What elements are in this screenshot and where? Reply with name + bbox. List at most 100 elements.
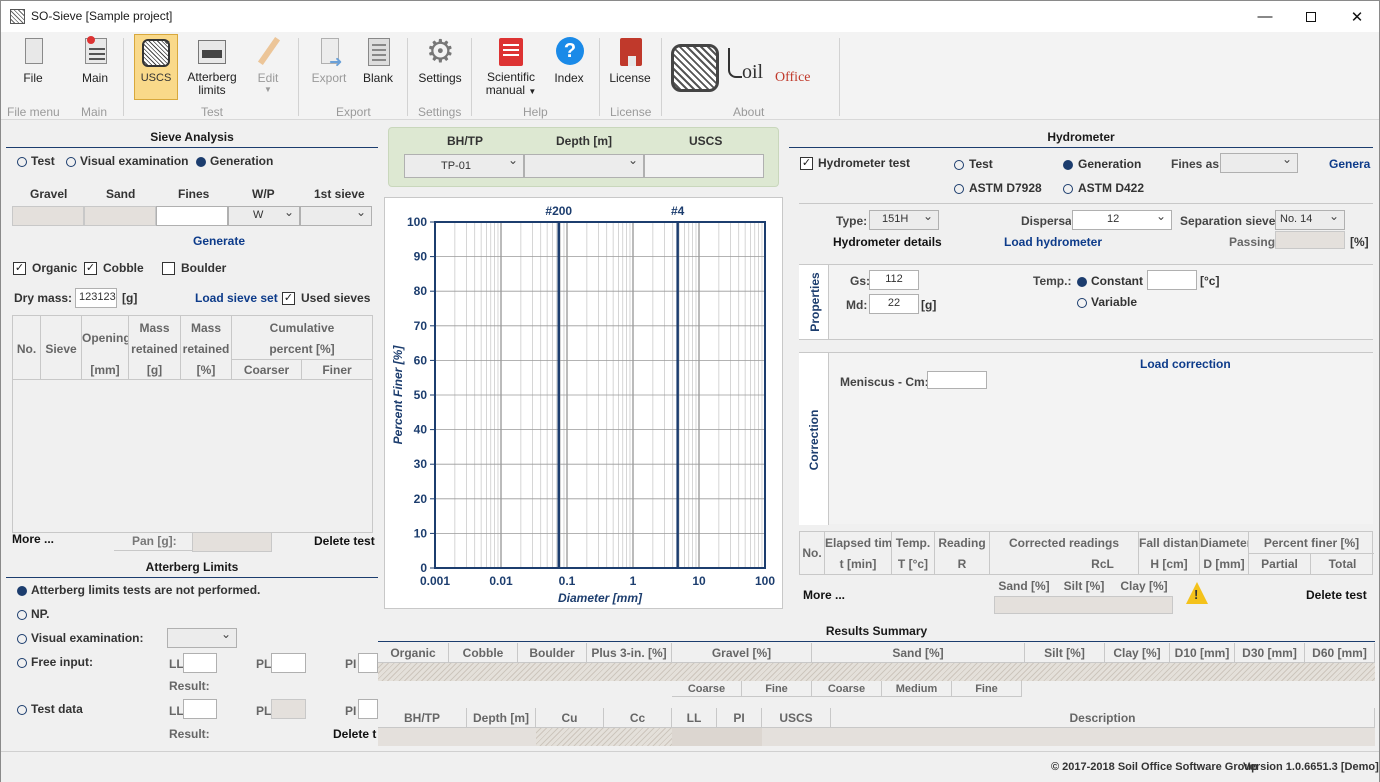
y-tick-label: 100 (407, 215, 427, 229)
gravel-input[interactable] (12, 206, 84, 226)
results-header-2-0: BH/TP (378, 708, 467, 728)
test-ll-input[interactable] (183, 699, 217, 719)
export-button[interactable]: ➜ Export (306, 36, 352, 98)
settings-icon: ⚙ (426, 33, 455, 69)
uscs-icon (140, 37, 172, 69)
sieve-generate-link[interactable]: Generate (193, 234, 246, 248)
sieve-delete-test-button[interactable]: Delete test (314, 534, 375, 548)
mode-visual-radio[interactable] (66, 157, 76, 167)
index-button[interactable]: ? Index (546, 36, 592, 98)
edit-button[interactable]: Edit ▼ (245, 36, 291, 98)
depth-select[interactable] (524, 153, 644, 178)
group-main: Main (81, 105, 108, 119)
license-button[interactable]: License (607, 36, 653, 98)
used-sieves-checkbox[interactable]: ✓ (282, 292, 295, 305)
hydro-more-link[interactable]: More ... (803, 588, 846, 602)
fines-input[interactable] (156, 206, 228, 226)
load-correction-link[interactable]: Load correction (1140, 357, 1231, 371)
md-input[interactable]: 22 (869, 294, 919, 314)
dry-mass-input[interactable]: 123123 (75, 288, 117, 308)
atterberg-delete-test-button[interactable]: Delete t (333, 727, 377, 741)
hydrometer-test-checkbox[interactable]: ✓ (800, 157, 813, 170)
title-bar: SO-Sieve [Sample project] — ✕ (1, 1, 1379, 32)
fines-as-select[interactable] (1220, 152, 1298, 173)
sieve-more-link[interactable]: More ... (12, 532, 55, 546)
sieve-marker-label: #200 (545, 204, 572, 218)
y-tick-label: 90 (414, 250, 428, 264)
blank-button[interactable]: Blank (355, 36, 401, 98)
atterberg-test-data-radio[interactable] (17, 705, 27, 715)
passing-input[interactable] (1275, 231, 1345, 249)
free-ll-input[interactable] (183, 653, 217, 673)
constant-temp-input[interactable] (1147, 270, 1197, 290)
boulder-checkbox[interactable] (162, 262, 175, 275)
settings-button[interactable]: ⚙ Settings (418, 33, 462, 85)
results-header-2-7: Description (831, 708, 1375, 728)
temp-constant-radio[interactable] (1077, 277, 1087, 287)
main-button[interactable]: Main (72, 36, 118, 98)
minimize-button[interactable]: — (1257, 8, 1273, 25)
group-about: About (733, 105, 765, 119)
maximize-button[interactable] (1288, 1, 1334, 32)
astm-d7928-radio[interactable] (954, 184, 964, 194)
scientific-manual-button[interactable]: Scientific manual ▼ (483, 36, 539, 98)
gs-input[interactable]: 112 (869, 270, 919, 290)
uscs-output (644, 154, 764, 178)
hydro-generate-link[interactable]: Genera (1329, 157, 1371, 171)
free-pi-input[interactable] (358, 653, 378, 673)
results-header-7: Clay [%] (1105, 643, 1170, 663)
hydrometer-details-label: Hydrometer details (833, 235, 942, 249)
separation-sieve-select[interactable]: No. 14 (1275, 209, 1345, 230)
first-sieve-select[interactable] (300, 205, 372, 226)
file-button[interactable]: File (10, 36, 56, 98)
edit-icon (252, 36, 284, 68)
hydrometer-type-select[interactable]: 151H (869, 209, 939, 230)
bh-tp-select[interactable]: TP-01 (404, 153, 524, 178)
results-header-2-4: LL (672, 708, 717, 728)
atterberg-visual-radio[interactable] (17, 634, 27, 644)
test-pi-input[interactable] (358, 699, 378, 719)
group-export: Export (336, 105, 371, 119)
results-subheader-1: Fine (742, 681, 812, 697)
cobble-checkbox[interactable]: ✓ (84, 262, 97, 275)
results-header-2-1: Depth [m] (467, 708, 536, 728)
astm-d422-radio[interactable] (1063, 184, 1073, 194)
results-header-2-3: Cc (604, 708, 672, 728)
hydro-mode-test-radio[interactable] (954, 160, 964, 170)
pan-input[interactable] (192, 532, 272, 552)
atterberg-not-performed-radio[interactable] (17, 586, 27, 596)
correction-box: Correction Load correction Meniscus - Cm… (799, 352, 1373, 525)
uscs-button[interactable]: USCS (134, 33, 178, 100)
temp-variable-radio[interactable] (1077, 298, 1087, 308)
close-button[interactable]: ✕ (1350, 8, 1364, 26)
atterberg-limits-panel: Atterberg Limits Atterberg limits tests … (6, 556, 378, 748)
license-icon (614, 36, 646, 68)
free-pl-input[interactable] (271, 653, 306, 673)
hydro-mode-generation-radio[interactable] (1063, 160, 1073, 170)
dispersant-select[interactable]: 12 (1072, 209, 1172, 230)
sieve-analysis-title: Sieve Analysis (150, 130, 234, 144)
results-row-1-values (378, 663, 1375, 681)
sieve-table: No. Sieve Opening [mm] Mass retained [g]… (12, 315, 373, 533)
meniscus-input[interactable] (927, 371, 987, 389)
hydro-delete-test-button[interactable]: Delete test (1306, 588, 1367, 602)
atterberg-limits-button[interactable]: Atterberg limits (184, 36, 240, 98)
x-tick-label: 100 (755, 574, 775, 588)
atterberg-np-radio[interactable] (17, 610, 27, 620)
mode-test-radio[interactable] (17, 157, 27, 167)
sand-input[interactable] (84, 206, 156, 226)
test-pl-input[interactable] (271, 699, 306, 719)
y-tick-label: 30 (414, 457, 428, 471)
load-sieve-set-link[interactable]: Load sieve set (195, 291, 278, 305)
atterberg-free-input-radio[interactable] (17, 658, 27, 668)
sieve-marker-label: #4 (671, 204, 685, 218)
organic-checkbox[interactable]: ✓ (13, 262, 26, 275)
y-tick-label: 0 (420, 561, 427, 575)
status-bar: © 2017-2018 Soil Office Software Group V… (1, 751, 1379, 782)
y-tick-label: 70 (414, 319, 428, 333)
atterberg-visual-select[interactable] (167, 627, 237, 648)
mode-generation-radio[interactable] (196, 157, 206, 167)
load-hydrometer-link[interactable]: Load hydrometer (1004, 235, 1103, 249)
results-subheader-4: Fine (952, 681, 1022, 697)
wp-select[interactable]: W (228, 205, 300, 226)
